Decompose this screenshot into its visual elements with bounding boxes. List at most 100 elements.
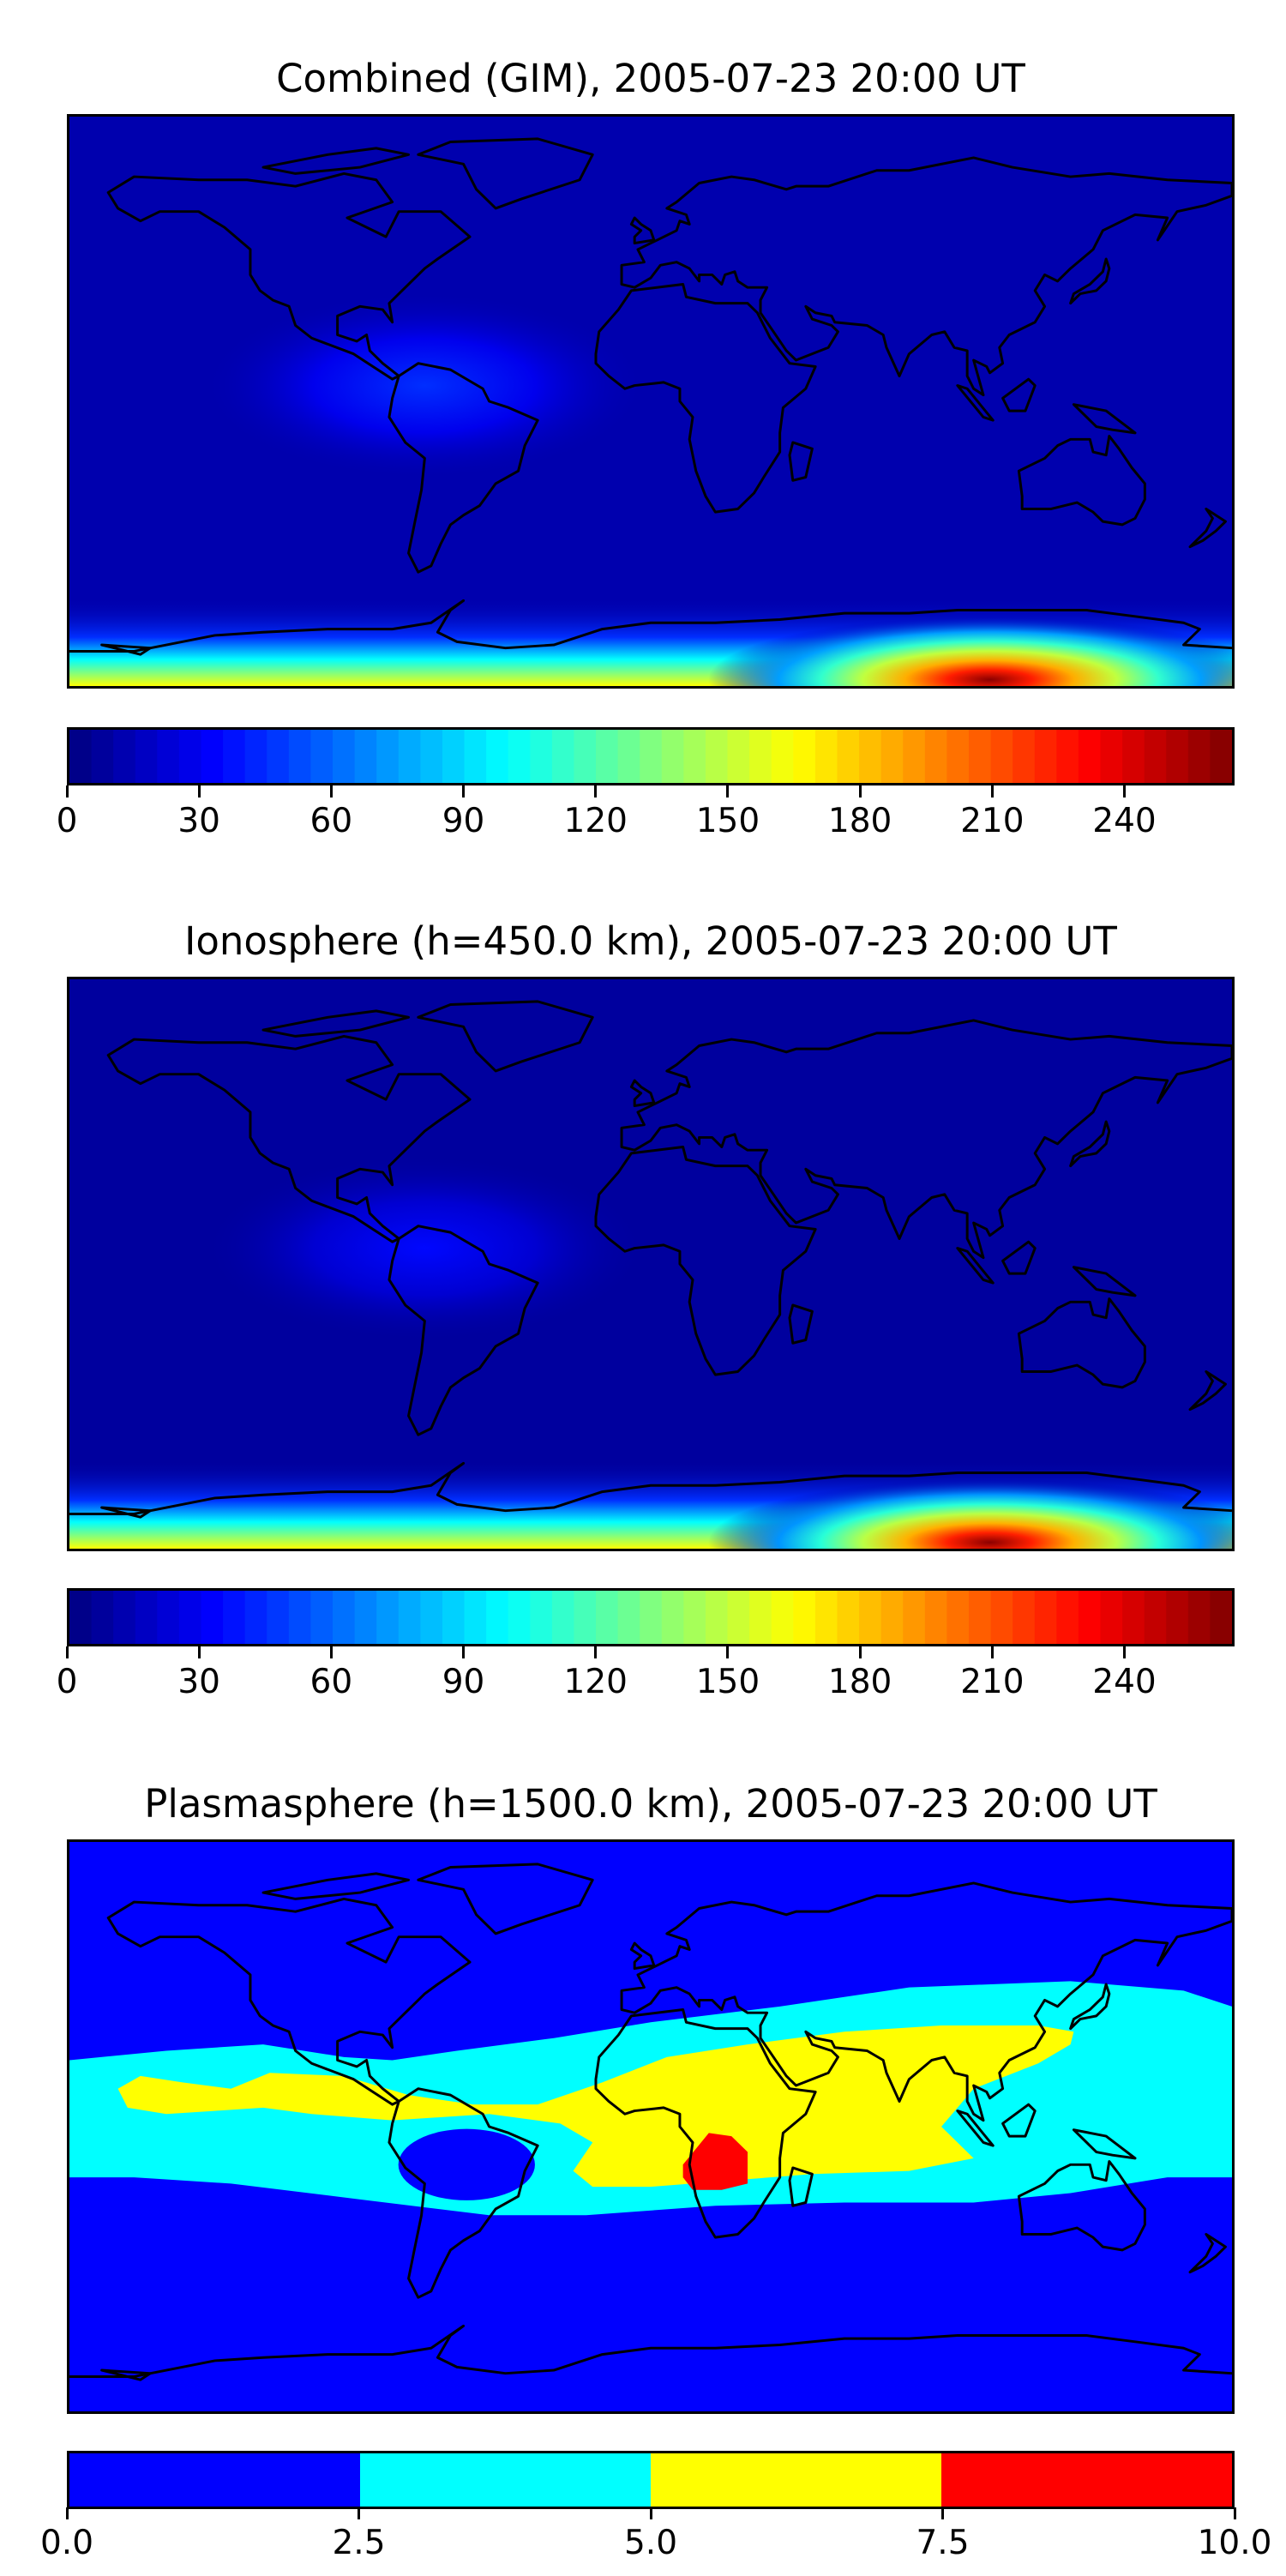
colorbar-segment bbox=[946, 730, 970, 783]
colorbar-segment bbox=[398, 730, 422, 783]
colorbar-segment bbox=[508, 730, 531, 783]
tick-mark bbox=[649, 2507, 652, 2519]
colorbar-segment bbox=[113, 1591, 136, 1644]
colorbar-segment bbox=[530, 1591, 553, 1644]
colorbar-segment bbox=[793, 1591, 816, 1644]
coastline-greenland bbox=[417, 1863, 594, 1935]
tick-label: 120 bbox=[563, 802, 628, 840]
southern-polar-peak bbox=[708, 616, 1232, 686]
colorbar-segment bbox=[551, 730, 575, 783]
colorbar-segment bbox=[705, 1591, 729, 1644]
tick-label: 60 bbox=[309, 802, 353, 840]
tick-mark bbox=[329, 1646, 333, 1658]
coastline-south-america bbox=[388, 362, 539, 574]
colorbar-segment bbox=[651, 2453, 942, 2507]
colorbar-segment bbox=[705, 730, 729, 783]
combined-colorbar-ticks: 0 30 60 90 120 150 180 210 240 bbox=[57, 785, 1235, 854]
colorbar-segment bbox=[113, 730, 136, 783]
colorbar-segment bbox=[486, 1591, 509, 1644]
tick-mark bbox=[594, 785, 598, 797]
tick-mark bbox=[726, 785, 730, 797]
colorbar-segment bbox=[442, 1591, 466, 1644]
colorbar-segment bbox=[508, 1591, 531, 1644]
equatorial-anomaly bbox=[202, 1154, 647, 1342]
tick-label: 0 bbox=[56, 1663, 78, 1701]
ionosphere-map-svg bbox=[69, 979, 1232, 1549]
colorbar-segment bbox=[1013, 1591, 1036, 1644]
ionosphere-colorbar bbox=[67, 1588, 1235, 1646]
coastline-antarctica bbox=[69, 599, 1232, 653]
colorbar-segment bbox=[201, 730, 224, 783]
colorbar-segment bbox=[333, 1591, 356, 1644]
coastline-new-guinea bbox=[1072, 1266, 1137, 1297]
coastline-sumatra bbox=[956, 2110, 995, 2147]
colorbar-segment bbox=[69, 730, 93, 783]
colorbar-segment bbox=[727, 730, 750, 783]
tick-label: 2.5 bbox=[332, 2524, 386, 2562]
tick-mark bbox=[726, 1646, 730, 1658]
tick-mark bbox=[858, 785, 862, 797]
colorbar-segment bbox=[924, 1591, 948, 1644]
coastline-eurasia bbox=[620, 1881, 1232, 2122]
coastline-britain bbox=[629, 1079, 656, 1108]
coastline-japan bbox=[1069, 257, 1111, 305]
tick-label: 5.0 bbox=[623, 2524, 678, 2562]
colorbar-segment bbox=[617, 730, 640, 783]
colorbar-segment bbox=[771, 1591, 794, 1644]
coastline-antarctic-peninsula-islands bbox=[100, 1506, 152, 1519]
ionosphere-map bbox=[67, 977, 1235, 1551]
tick-label: 180 bbox=[827, 802, 892, 840]
colorbar-segment bbox=[1144, 1591, 1167, 1644]
colorbar-segment bbox=[640, 730, 663, 783]
colorbar-segment bbox=[178, 730, 202, 783]
colorbar-segment bbox=[793, 730, 816, 783]
plasmasphere-colorbar bbox=[67, 2451, 1235, 2509]
tick-mark bbox=[197, 785, 201, 797]
tick-label: 90 bbox=[442, 802, 485, 840]
coastline-madagascar bbox=[788, 2166, 814, 2207]
tick-label: 0.0 bbox=[39, 2524, 94, 2562]
tick-mark bbox=[462, 785, 466, 797]
tick-label: 30 bbox=[177, 802, 221, 840]
colorbar-segment bbox=[91, 730, 114, 783]
colorbar-segment bbox=[157, 1591, 180, 1644]
colorbar-segment bbox=[903, 730, 926, 783]
coastline-africa bbox=[594, 1146, 817, 1376]
combined-colorbar bbox=[67, 727, 1235, 785]
coastline-britain bbox=[629, 216, 656, 245]
colorbar-segment bbox=[617, 1591, 640, 1644]
colorbar-segment bbox=[968, 730, 992, 783]
colorbar-segment bbox=[354, 1591, 377, 1644]
tick-mark bbox=[197, 1646, 201, 1658]
colorbar-segment bbox=[157, 730, 180, 783]
coastline-greenland bbox=[417, 137, 594, 210]
tick-mark bbox=[1123, 785, 1126, 797]
tick-label: 0 bbox=[56, 802, 78, 840]
colorbar-segment bbox=[814, 730, 838, 783]
colorbar-segment bbox=[551, 1591, 575, 1644]
colorbar-segment bbox=[946, 1591, 970, 1644]
colorbar-segment bbox=[880, 1591, 904, 1644]
colorbar-segment bbox=[333, 730, 356, 783]
tick-label: 60 bbox=[309, 1663, 353, 1701]
colorbar-segment bbox=[1166, 730, 1189, 783]
colorbar-segment bbox=[596, 1591, 619, 1644]
coastline-africa bbox=[594, 283, 817, 514]
colorbar-segment bbox=[360, 2453, 652, 2507]
coastline-sumatra bbox=[956, 1247, 995, 1285]
coastline-antarctic-peninsula-islands bbox=[100, 2368, 152, 2381]
tick-label: 240 bbox=[1092, 802, 1157, 840]
colorbar-segment bbox=[968, 1591, 992, 1644]
coastline-south-america bbox=[388, 1225, 539, 1436]
colorbar-segment bbox=[941, 2453, 1232, 2507]
coastline-north-america bbox=[106, 172, 472, 381]
coastline-madagascar bbox=[788, 441, 814, 482]
combined-map-svg bbox=[69, 117, 1232, 686]
tick-mark bbox=[858, 1646, 862, 1658]
level-2-region bbox=[117, 2025, 1074, 2188]
coastline-britain bbox=[629, 1941, 656, 1971]
colorbar-segment bbox=[1122, 1591, 1145, 1644]
colorbar-segment bbox=[661, 730, 685, 783]
colorbar-segment bbox=[223, 1591, 246, 1644]
combined-map-title: Combined (GIM), 2005-07-23 20:00 UT bbox=[276, 56, 1025, 101]
